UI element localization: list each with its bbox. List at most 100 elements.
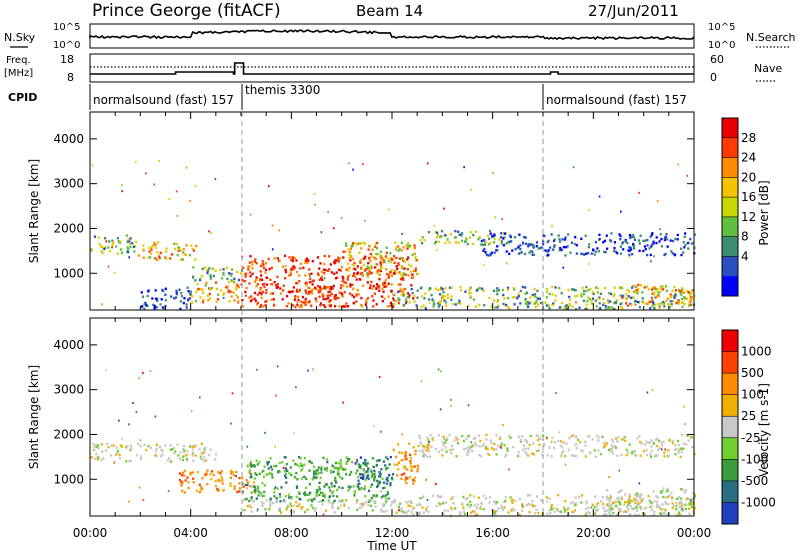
scatter-cell (341, 275, 344, 278)
scatter-cell (289, 273, 292, 276)
scatter-cell (646, 453, 649, 457)
scatter-cell (609, 239, 612, 242)
scatter-cell (676, 504, 679, 507)
scatter-cell (261, 504, 264, 507)
scatter-cell (262, 283, 265, 286)
scatter-cell (255, 473, 258, 476)
scatter-cell (321, 292, 324, 296)
scatter-cell (306, 499, 310, 502)
scatter-cell (621, 307, 624, 310)
scatter-cell (295, 259, 298, 262)
scatter-cell (178, 478, 182, 482)
colorbar-tick-label: 20 (741, 170, 756, 184)
scatter-cell (337, 470, 340, 474)
scatter-cell (130, 444, 133, 448)
scatter-cell (147, 256, 150, 259)
scatter-cell (195, 290, 198, 294)
scatter-cell (194, 299, 198, 303)
scatter-cell (638, 249, 641, 252)
scatter-cell (449, 233, 452, 236)
scatter-cell (295, 288, 299, 292)
scatter-cell (584, 252, 587, 255)
scatter-cell (403, 458, 406, 461)
scatter-cell (559, 246, 562, 250)
scatter-cell (500, 240, 503, 243)
scatter-cell (503, 297, 506, 300)
scatter-cell (400, 477, 403, 480)
scatter-cell (472, 233, 475, 237)
scatter-cell (397, 301, 400, 305)
scatter-cell (328, 255, 331, 258)
scatter-cell (593, 506, 596, 509)
scatter-cell (347, 248, 350, 251)
scatter-cell (315, 476, 318, 479)
scatter-cell (318, 285, 321, 289)
scatter-cell (428, 450, 431, 453)
scatter-cell (246, 465, 249, 468)
noise-left-tick-bottom: 10^0 (53, 40, 80, 51)
scatter-cell (345, 462, 348, 465)
scatter-cell (635, 454, 638, 457)
scatter-cell (548, 446, 551, 449)
scatter-cell (585, 500, 588, 503)
scatter-cell (342, 250, 345, 253)
scatter-cell (421, 450, 424, 454)
scatter-cell (331, 503, 334, 506)
scatter-cell (333, 272, 336, 275)
scatter-cell (359, 502, 362, 505)
scatter-cell (602, 506, 605, 509)
scatter-cell (381, 300, 384, 303)
scatter-cell (376, 241, 379, 245)
scatter-cell (256, 488, 259, 491)
scatter-cell (655, 495, 658, 498)
scatter-cell (318, 278, 321, 282)
scatter-cell (596, 504, 599, 507)
scatter-cell (634, 501, 637, 504)
scatter-cell (546, 454, 549, 457)
scatter-cell (322, 304, 325, 307)
scatter-cell (248, 282, 251, 285)
colorbar-tick-label: 8 (741, 230, 749, 244)
scatter-cell (661, 503, 664, 506)
scatter-cell (597, 436, 600, 439)
scatter-cell (247, 463, 249, 466)
scatter-cell (434, 287, 437, 290)
scatter-cell (111, 243, 114, 246)
scatter-cell (635, 509, 639, 512)
scatter-cell (593, 253, 596, 256)
scatter-cell (580, 252, 583, 255)
scatter-cell (450, 286, 453, 289)
scatter-cell (448, 286, 452, 289)
scatter-cell (589, 451, 592, 454)
scatter-cell (675, 508, 678, 511)
scatter-cell (227, 290, 230, 294)
scatter-cell (502, 508, 505, 512)
scatter-cell (646, 244, 649, 247)
scatter-cell (384, 495, 387, 498)
scatter-cell (268, 508, 271, 511)
scatter-cell (680, 508, 683, 512)
velocity-scatter-cells (90, 365, 697, 518)
scatter-cell (594, 299, 597, 302)
scatter-cell (142, 248, 145, 251)
scatter-cell (282, 467, 285, 469)
scatter-cell (670, 294, 673, 298)
scatter-cell (652, 490, 655, 493)
scatter-cell (531, 500, 534, 503)
scatter-cell (349, 292, 352, 295)
scatter-cell (165, 247, 168, 250)
scatter-cell (371, 473, 374, 476)
scatter-cell (576, 294, 579, 298)
scatter-cell (527, 302, 530, 305)
scatter-cell (665, 502, 668, 506)
scatter-cell (292, 265, 295, 268)
scatter-cell (574, 236, 577, 239)
scatter-cell (427, 231, 430, 234)
scatter-cell (625, 453, 628, 457)
scatter-cell (531, 293, 534, 297)
scatter-cell (611, 452, 614, 455)
scatter-cell (414, 269, 417, 273)
scatter-cell (351, 294, 354, 297)
scatter-cell (531, 503, 534, 507)
scatter-cell (619, 234, 622, 238)
